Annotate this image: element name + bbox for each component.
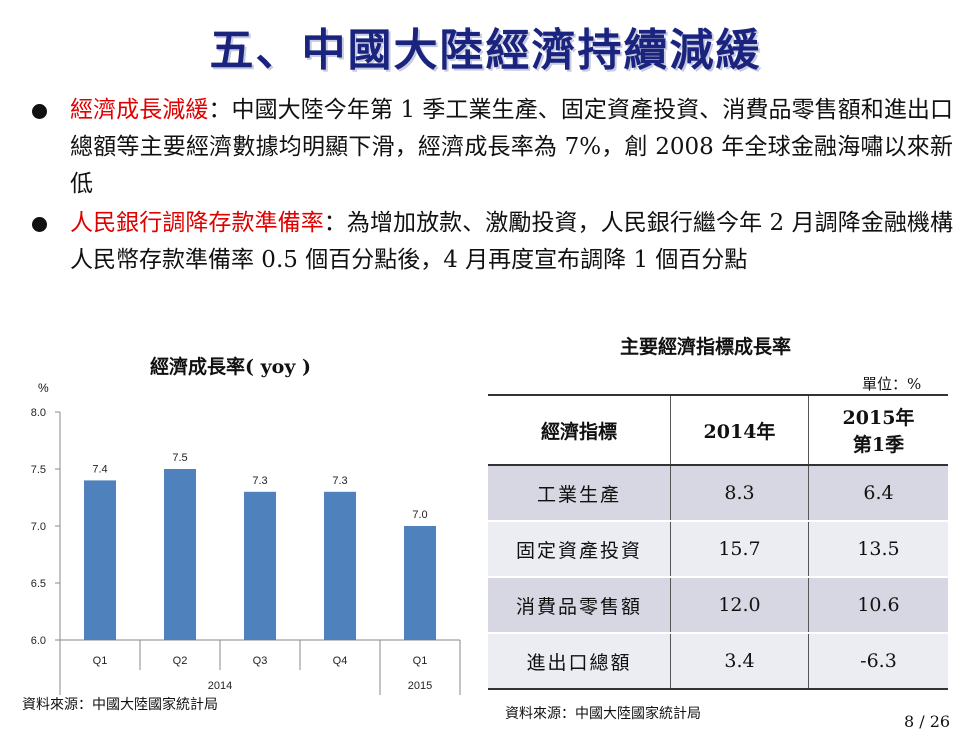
growth-rate-chart: 8.0 7.5 7.0 6.5 6.0 7.4 Q1 7.5 Q2 7.3 Q3 7.3 Q4 7.0 Q1… [31,407,461,695]
row-value-2014: 12.0 [670,577,809,633]
bullet-dot-icon [32,104,47,119]
bullet-text: ：為增加放款、激勵投資，人民銀行繼今年 2 月調降金融機構人民幣存款準備率 0.… [70,210,953,273]
bar [84,480,116,640]
header-indicator: 經濟指標 [488,395,671,465]
bullet-dot-icon [32,217,47,232]
data-label: 7.4 [92,463,107,475]
bullet-item: 人民銀行調降存款準備率：為增加放款、激勵投資，人民銀行繼今年 2 月調降金融機構… [28,205,953,279]
bar [324,491,356,640]
bullet-item: 經濟成長減緩：中國大陸今年第 1 季工業生產、固定資產投資、消費品零售額和進出口… [28,92,953,203]
table-unit: 單位：% [862,375,922,393]
chart-title: 經濟成長率( yoy ) [150,356,311,378]
bar [404,526,436,640]
row-label: 固定資產投資 [515,539,642,562]
row-label: 消費品零售額 [515,595,642,618]
bar [244,491,276,640]
row-value-2014: 15.7 [670,521,809,577]
x-tick-label: Q3 [253,655,268,667]
y-tick-label: 6.5 [31,578,46,590]
bullet-highlight: 經濟成長減緩 [70,97,209,123]
x-tick-label: Q2 [173,655,188,667]
row-value-2015q1: -6.3 [808,633,948,689]
data-label: 7.3 [252,475,267,487]
header-q1: 第1季 [852,434,905,456]
bullet-text: ：中國大陸今年第 1 季工業生產、固定資產投資、消費品零售額和進出口總額等主要經… [70,97,953,197]
indicators-table: 經濟指標 2014年 2015年第1季 工業生產 8.3 6.4 固定資產投資 … [488,394,948,690]
page-number: 8 / 26 [904,712,951,731]
table-row: 固定資產投資 15.7 13.5 [488,521,948,577]
row-value-2015q1: 6.4 [808,465,948,521]
table-row: 消費品零售額 12.0 10.6 [488,577,948,633]
bullet-list: 經濟成長減緩：中國大陸今年第 1 季工業生產、固定資產投資、消費品零售額和進出口… [28,92,953,281]
row-value-2015q1: 10.6 [808,577,948,633]
y-tick-label: 6.0 [31,635,46,647]
y-tick-label: 7.5 [31,464,46,476]
chart-source: 資料來源：中國大陸國家統計局 [22,697,218,713]
group-label: 2015 [408,680,432,692]
data-label: 7.5 [172,452,187,464]
table-header-row: 經濟指標 2014年 2015年第1季 [488,395,948,465]
header-2014: 2014年 [670,395,809,465]
x-tick-label: Q4 [333,655,348,667]
table-title: 主要經濟指標成長率 [620,336,792,358]
y-tick-label: 8.0 [31,407,46,419]
row-value-2014: 3.4 [670,633,809,689]
header-2015q1: 2015年第1季 [808,395,948,465]
row-label: 進出口總額 [526,651,632,674]
table-row: 工業生產 8.3 6.4 [488,465,948,521]
y-tick-label: 7.0 [31,521,46,533]
row-label: 工業生產 [536,483,621,506]
bullet-highlight: 人民銀行調降存款準備率 [70,210,324,236]
bar [164,469,196,640]
row-value-2015q1: 13.5 [808,521,948,577]
table-row: 進出口總額 3.4 -6.3 [488,633,948,689]
x-tick-label: Q1 [413,655,428,667]
data-label: 7.3 [332,475,347,487]
header-2015: 2015年 [842,407,915,429]
row-value-2014: 8.3 [670,465,809,521]
chart-unit: % [38,381,49,395]
x-tick-label: Q1 [93,655,108,667]
group-label: 2014 [208,680,232,692]
data-label: 7.0 [412,509,427,521]
page-title: 五、中國大陸經濟持續減緩 [209,25,762,76]
table-source: 資料來源：中國大陸國家統計局 [505,706,701,722]
